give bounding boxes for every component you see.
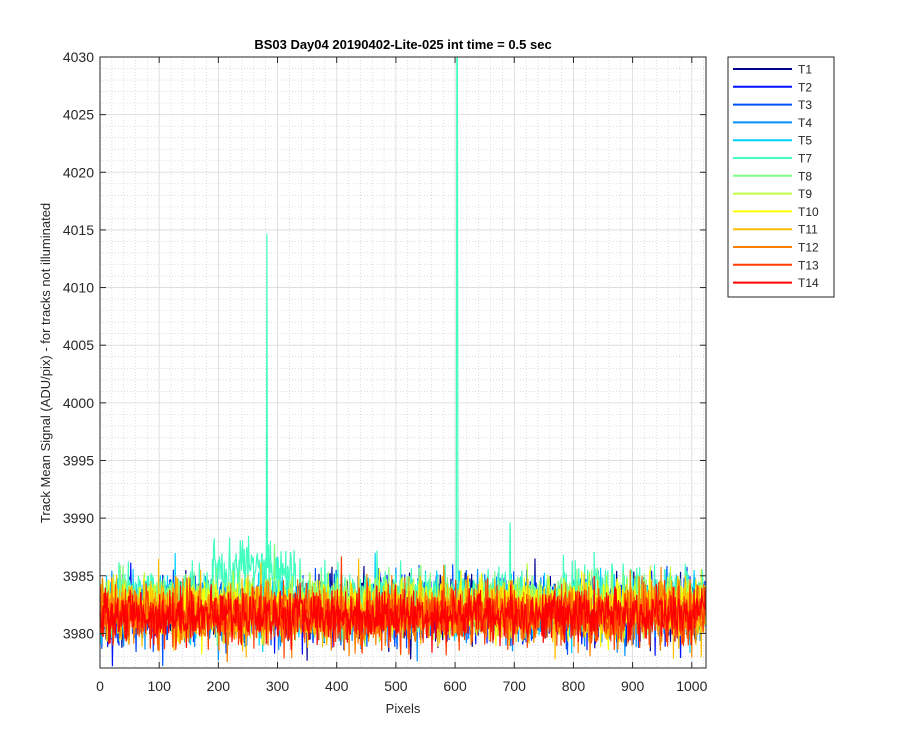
x-tick-label: 600: [443, 678, 467, 694]
x-tick-label: 0: [96, 678, 104, 694]
series-line-t14: [99, 575, 707, 653]
legend-box: [727, 56, 835, 298]
x-tick-label: 200: [207, 678, 231, 694]
y-tick-label: 3995: [63, 452, 94, 468]
y-tick-label: 4010: [63, 280, 94, 296]
legend-item-t7[interactable]: T7: [733, 152, 812, 166]
legend-item-t2[interactable]: T2: [733, 80, 812, 94]
legend-label: T8: [798, 169, 812, 183]
x-axis-label: Pixels: [386, 701, 421, 716]
legend-label: T3: [798, 98, 812, 112]
x-tick-label: 1000: [676, 678, 707, 694]
y-axis-label: Track Mean Signal (ADU/pix) - for tracks…: [38, 203, 53, 523]
legend-label: T1: [798, 63, 812, 77]
legend-label: T4: [798, 116, 812, 130]
x-tick-label: 100: [148, 678, 172, 694]
y-tick-label: 3985: [63, 568, 94, 584]
legend-label: T12: [798, 241, 819, 255]
legend-item-t12[interactable]: T12: [733, 241, 819, 255]
x-tick-labels: 0 100 200 300 400 500 600 700 800 900 1000: [96, 678, 707, 694]
x-tick-label: 400: [325, 678, 349, 694]
y-tick-label: 4025: [63, 107, 94, 123]
x-tick-label: 900: [621, 678, 645, 694]
legend-item-t11[interactable]: T11: [733, 223, 818, 237]
y-tick-labels: 3980 3985 3990 3995 4000 4005 4010 4015 4020 4025…: [63, 49, 94, 641]
plot-area-background: [100, 57, 706, 668]
legend-label: T7: [798, 152, 812, 166]
y-tick-label: 4015: [63, 222, 94, 238]
y-tick-label: 3980: [63, 625, 94, 641]
plot-area-frame: [99, 56, 707, 669]
legend-label: T14: [798, 276, 819, 290]
legend-item-t14[interactable]: T14: [733, 276, 819, 290]
legend-label: T13: [798, 258, 819, 272]
x-tick-label: 500: [384, 678, 408, 694]
legend-label: T5: [798, 134, 812, 148]
legend-item-t9[interactable]: T9: [733, 187, 812, 201]
y-tick-label: 4005: [63, 337, 94, 353]
x-tick-label: 800: [562, 678, 586, 694]
legend-items: T1 T2 T3 T4 T5 T7 T8 T9 T10 T11 T12 T13 T14: [733, 63, 819, 290]
legend-label: T10: [798, 205, 819, 219]
x-tick-label: 700: [503, 678, 527, 694]
legend-item-t13[interactable]: T13: [733, 258, 819, 272]
y-tick-label: 4020: [63, 164, 94, 180]
y-tick-label: 3990: [63, 510, 94, 526]
series-layer: [99, 56, 707, 667]
x-tick-label: 300: [266, 678, 290, 694]
legend-label: T11: [798, 223, 818, 237]
legend-label: T9: [798, 187, 812, 201]
y-tick-label: 4030: [63, 49, 94, 65]
chart-title: BS03 Day04 20190402-Lite-025 int time = …: [254, 37, 551, 52]
y-tick-label: 4000: [63, 395, 94, 411]
legend-item-t5[interactable]: T5: [733, 134, 812, 148]
legend-label: T2: [798, 80, 812, 94]
legend-item-t1[interactable]: T1: [733, 63, 812, 77]
legend-item-t10[interactable]: T10: [733, 205, 819, 219]
legend[interactable]: T1 T2 T3 T4 T5 T7 T8 T9 T10 T11 T12 T13 T14: [727, 56, 835, 298]
legend-item-t3[interactable]: T3: [733, 98, 812, 112]
legend-item-t4[interactable]: T4: [733, 116, 812, 130]
legend-item-t8[interactable]: T8: [733, 169, 812, 183]
axis-ticks: [99, 56, 706, 668]
